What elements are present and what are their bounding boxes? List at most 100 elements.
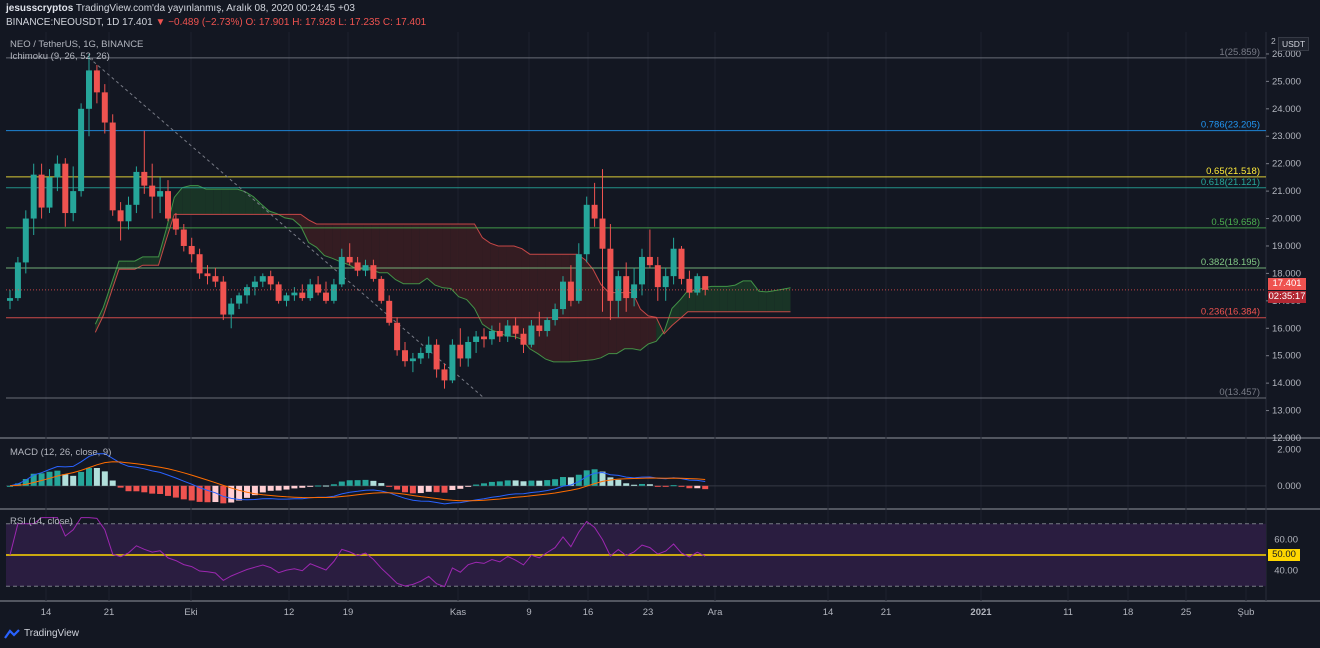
macd-histogram-bar [165,485,171,496]
cloud-segment [379,224,388,273]
cloud-segment [632,292,641,351]
candle-body [236,295,243,304]
candle-body [259,276,266,282]
candle-body [552,309,559,321]
cloud-segment [411,224,420,284]
time-tick-label: 21 [104,607,115,618]
candle-body [504,325,511,337]
signal-line [9,461,706,502]
tradingview-logo[interactable]: TradingView [4,628,79,639]
macd-histogram-bar [583,470,590,486]
candle-body [591,204,598,219]
cloud-segment [719,286,728,312]
candle-body [441,369,448,381]
candle-body [520,333,527,345]
candle-body [46,177,53,208]
candle-body [188,245,195,255]
cloud-segment [363,224,372,270]
macd-histogram-bar [307,485,314,487]
candle-body [101,92,108,123]
cloud-segment [213,189,222,215]
cloud-segment [766,290,775,312]
macd-legend[interactable]: MACD (12, 26, close, 9) [10,447,112,458]
candle-body [267,276,274,285]
macd-histogram-bar [54,470,61,486]
rsi-tick-label: 40.00 [1274,566,1298,577]
author-name[interactable]: jesusscryptos [6,3,74,14]
fib-level-label: 0.5(19.658) [1211,217,1260,228]
candle-body [7,298,13,301]
candle-body [62,163,69,214]
macd-histogram-bar [62,474,69,486]
candle-body [496,331,503,337]
cloud-segment [435,224,443,288]
candle-body [639,256,645,285]
candle-body [157,191,164,197]
cloud-segment [150,256,159,266]
cloud-segment [205,189,214,215]
cloud-segment [427,224,436,286]
macd-histogram-bar [465,485,472,487]
candle-body [70,191,77,214]
macd-histogram-bar [639,483,645,486]
ohlc-low: L: 17.235 [338,17,381,28]
candle-body [417,352,424,359]
candle-body [544,320,551,332]
time-tick-label: Ara [708,607,724,618]
candle-body [481,336,487,340]
macd-histogram-bar [78,471,85,486]
price-tick-label: 19.000 [1272,241,1301,252]
candle-body [536,325,543,332]
macd-histogram-bar [488,481,495,486]
cloud-segment [648,315,657,345]
fib-level-label: 0.618(21.121) [1201,177,1260,188]
fib-level-label: 0.382(18.195) [1201,257,1260,268]
macd-histogram-bar [378,483,385,486]
macd-histogram-bar [615,479,622,486]
cloud-segment [395,224,404,284]
cloud-segment [387,224,396,280]
macd-histogram-bar [599,471,606,486]
candle-body [93,70,100,93]
macd-histogram-bar [449,485,456,490]
macd-histogram-bar [330,484,337,486]
macd-histogram-bar [14,483,21,486]
candle-body [607,248,614,301]
macd-histogram-bar [575,474,582,486]
cloud-segment [782,287,791,312]
cloud-segment [498,245,507,336]
candle-body [86,70,92,109]
candle-body [172,218,179,230]
candle-body [686,278,693,293]
grid [0,32,1320,602]
price-change: ▼ −0.489 (−2.73%) [155,17,243,28]
current-price-badge: 17.401 [1268,278,1306,290]
candle-body [251,281,258,288]
candle-body [54,163,61,178]
candle-body [283,295,290,301]
macd-histogram-bar [180,485,187,500]
cloud-segment [751,280,759,312]
candle-body [654,265,661,288]
macd-histogram-bar [133,485,140,492]
candle-body [473,336,480,342]
candle-body [670,248,677,277]
macd-histogram-bar [433,485,440,493]
macd-histogram-bar [109,480,116,486]
macd-histogram-bar [346,480,353,486]
currency-unit[interactable]: USDT [1278,37,1310,51]
macd-histogram-bar [654,485,661,487]
candle-body [425,344,432,353]
macd-histogram-bar [7,485,13,487]
fib-level-label: 0(13.457) [1219,387,1260,398]
rsi-legend[interactable]: RSI (14, close) [10,516,73,527]
fib-level-label: 0.65(21.518) [1206,166,1260,177]
cloud-segment [466,224,475,309]
ichimoku-legend[interactable]: Ichimoku (9, 26, 52, 26) [10,51,110,62]
time-axis: 14 21 Eki 12 19 Kas 9 16 23 Ara 14 21 2021 11 18 25 Şub [41,607,1255,618]
macd-tick-label: 0.000 [1277,481,1301,492]
macd-histogram-bar [251,485,258,496]
cloud-segment [735,280,744,312]
macd-histogram-bar [267,485,274,491]
